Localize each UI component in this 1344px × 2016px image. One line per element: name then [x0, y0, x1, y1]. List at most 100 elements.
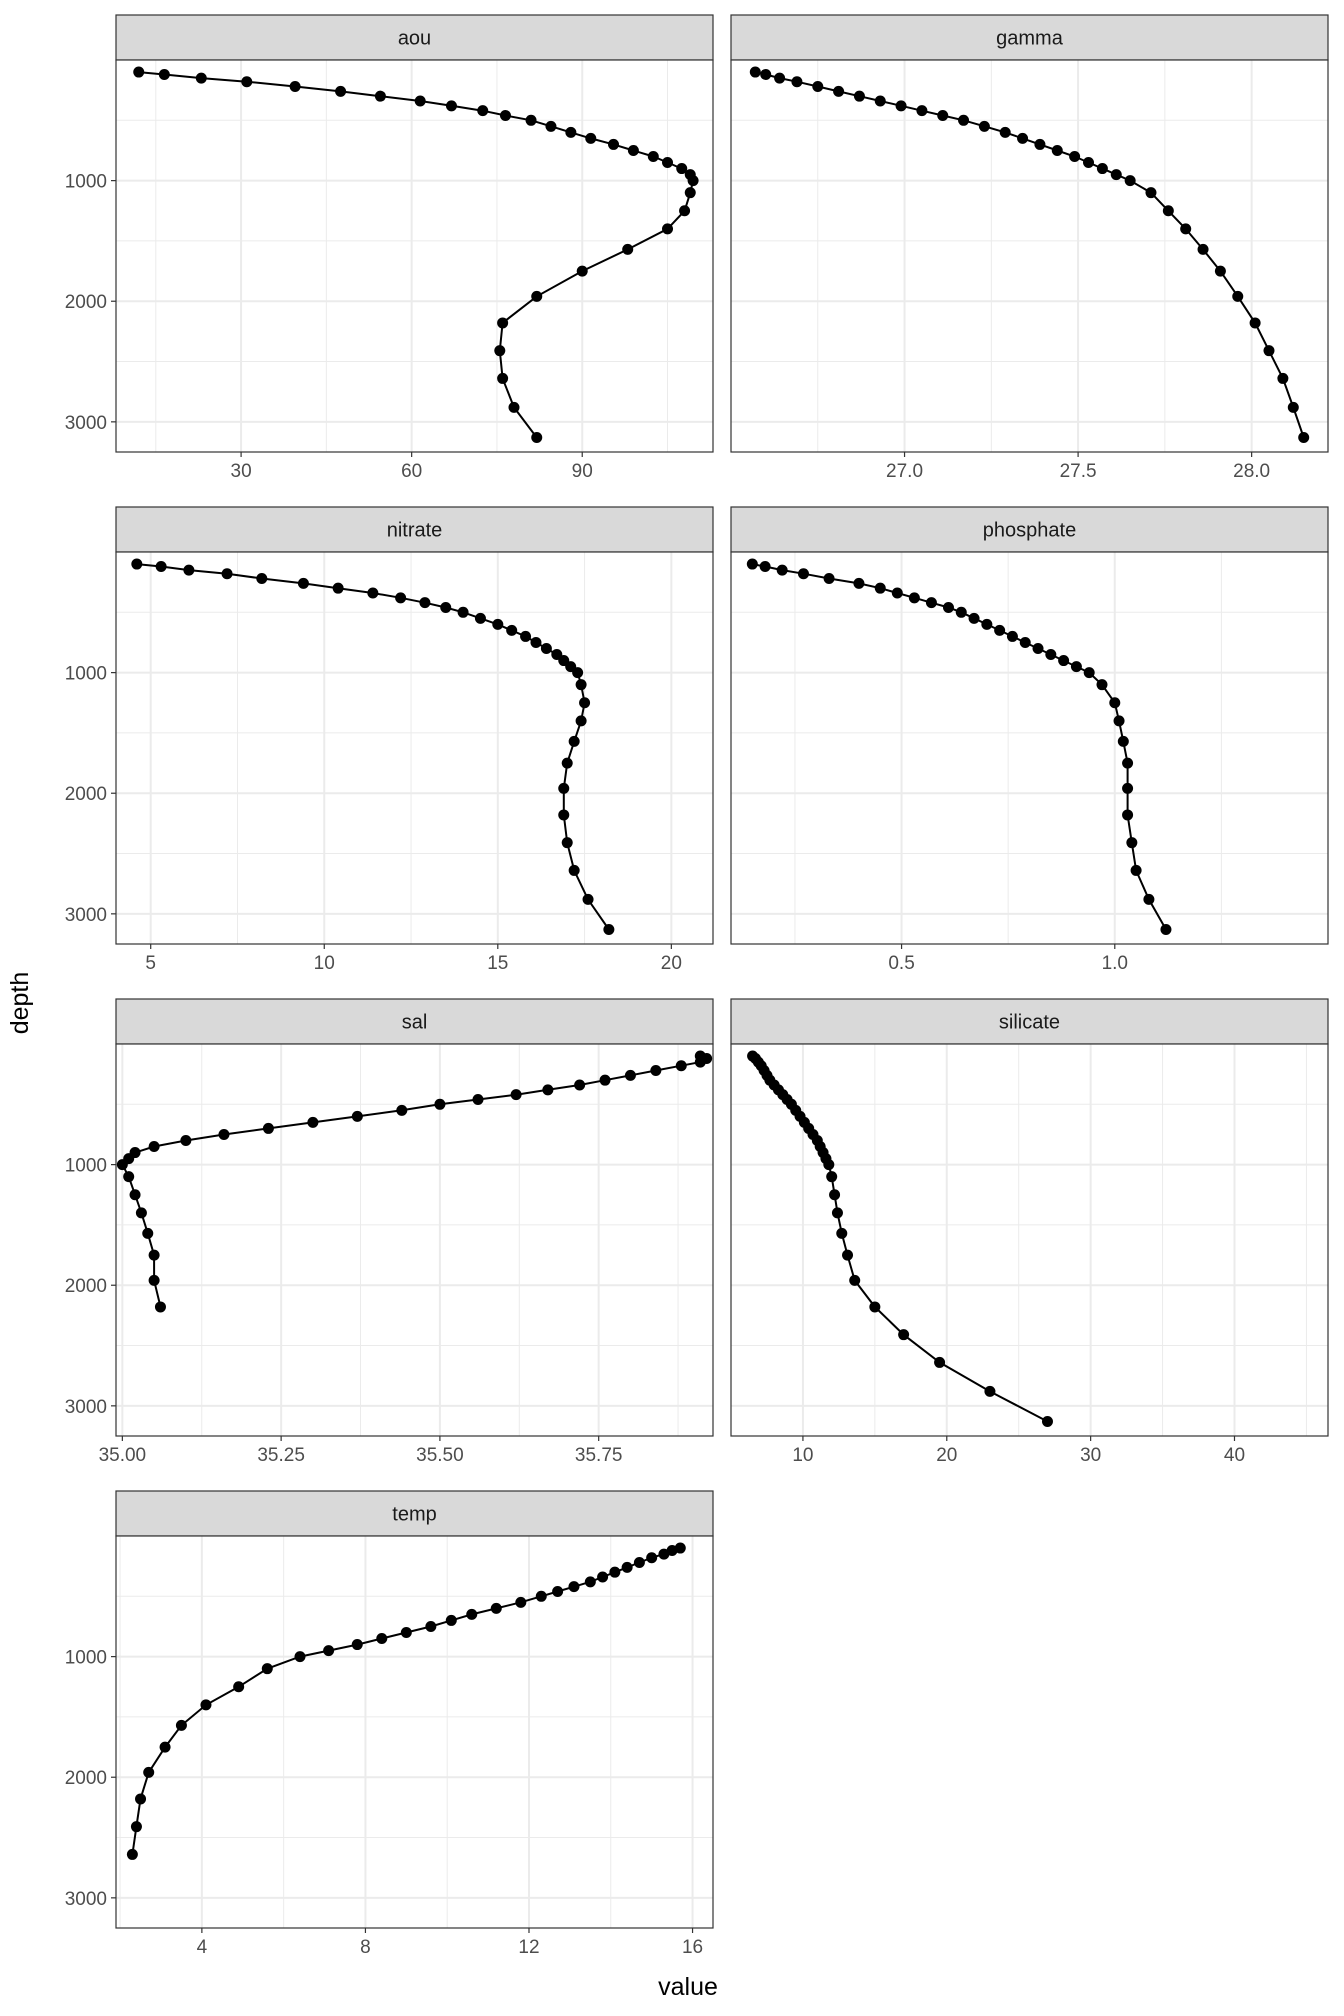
data-point — [289, 81, 301, 93]
data-point — [874, 582, 886, 594]
data-point — [374, 90, 386, 102]
data-point — [749, 66, 761, 78]
data-point — [1006, 630, 1018, 642]
data-point — [584, 1576, 596, 1588]
data-point — [200, 1699, 212, 1711]
data-point — [142, 1227, 154, 1239]
x-tick-label: 90 — [572, 461, 593, 482]
data-point — [797, 568, 809, 580]
data-point — [568, 864, 580, 876]
data-point — [307, 1116, 319, 1128]
data-point — [916, 105, 928, 117]
x-tick-label: 20 — [661, 953, 682, 974]
data-point — [994, 624, 1006, 636]
data-point — [159, 1741, 171, 1753]
facet-panel-sal: sal 35.00 35.25 35.50 35.75 1000 2000 3000 — [65, 998, 714, 1466]
data-point — [1096, 163, 1108, 175]
data-point — [597, 1571, 609, 1583]
facet-strip-label: temp — [392, 1504, 436, 1526]
data-point — [497, 372, 509, 384]
data-point — [1017, 132, 1029, 144]
panel-border — [730, 59, 1329, 453]
data-point — [582, 893, 594, 905]
data-point — [1113, 715, 1125, 727]
data-point — [603, 924, 615, 936]
data-point — [576, 265, 588, 277]
data-point — [687, 175, 699, 187]
data-point — [457, 606, 469, 618]
data-point — [1117, 735, 1129, 747]
data-point — [445, 100, 457, 112]
data-point — [440, 601, 452, 613]
data-point — [853, 577, 865, 589]
data-point — [1096, 679, 1108, 691]
data-point — [1032, 642, 1044, 654]
data-point — [540, 642, 552, 654]
facet-strip — [730, 506, 1329, 553]
data-point — [812, 81, 824, 93]
data-point — [646, 1552, 658, 1564]
data-point — [1069, 150, 1081, 162]
x-tick-label: 27.5 — [1060, 461, 1097, 482]
panel-background — [116, 60, 713, 452]
data-point — [396, 1104, 408, 1116]
facet-strip-label: gamma — [996, 28, 1064, 50]
data-point — [1130, 864, 1142, 876]
data-point — [135, 1793, 147, 1805]
panel-background — [731, 552, 1328, 944]
data-point — [831, 1207, 843, 1219]
data-point — [774, 72, 786, 84]
data-point — [474, 612, 486, 624]
y-tick-label: 2000 — [65, 784, 107, 805]
data-point — [155, 560, 167, 572]
data-point — [376, 1633, 388, 1645]
data-point — [561, 837, 573, 849]
panel-background — [116, 552, 713, 944]
x-tick-label: 40 — [1224, 1445, 1245, 1466]
data-point — [332, 582, 344, 594]
data-point — [760, 68, 772, 80]
data-point — [585, 132, 597, 144]
y-tick-label: 2000 — [65, 292, 107, 313]
x-tick-label: 15 — [487, 953, 508, 974]
data-point — [908, 592, 920, 604]
data-point — [627, 144, 639, 156]
data-point — [942, 601, 954, 613]
data-point — [218, 1128, 230, 1140]
x-tick-label: 10 — [314, 953, 335, 974]
y-tick-label: 1000 — [65, 1156, 107, 1177]
data-point — [608, 138, 619, 150]
data-point — [542, 1084, 554, 1096]
data-point — [466, 1608, 478, 1620]
data-point — [1232, 290, 1244, 302]
data-point — [978, 120, 990, 132]
data-point — [958, 114, 970, 126]
data-point — [123, 1171, 135, 1183]
x-tick-label: 35.00 — [99, 1445, 147, 1466]
data-point — [510, 1089, 522, 1101]
facet-strip — [115, 506, 714, 553]
data-point — [558, 809, 570, 821]
data-point — [195, 72, 207, 84]
data-point — [116, 1159, 128, 1171]
data-point — [624, 1069, 636, 1081]
facet-panel-phosphate: phosphate 0.5 1.0 — [730, 506, 1329, 974]
data-point — [937, 109, 949, 121]
data-point — [445, 1614, 457, 1626]
data-point — [874, 95, 886, 107]
x-tick-label: 10 — [792, 1445, 813, 1466]
data-point — [414, 95, 426, 107]
data-point — [531, 290, 543, 302]
x-tick-label: 35.50 — [416, 1445, 464, 1466]
x-tick-label: 35.25 — [257, 1445, 305, 1466]
data-point — [662, 157, 674, 169]
data-point — [1034, 138, 1046, 150]
facet-panel-silicate: silicate 10 20 30 40 — [730, 998, 1329, 1466]
panel-background — [116, 1536, 713, 1928]
data-point — [1122, 782, 1134, 794]
data-point — [351, 1639, 363, 1651]
data-point — [565, 126, 577, 138]
data-point — [1162, 205, 1174, 217]
data-point — [833, 85, 845, 97]
data-point — [694, 1056, 706, 1068]
